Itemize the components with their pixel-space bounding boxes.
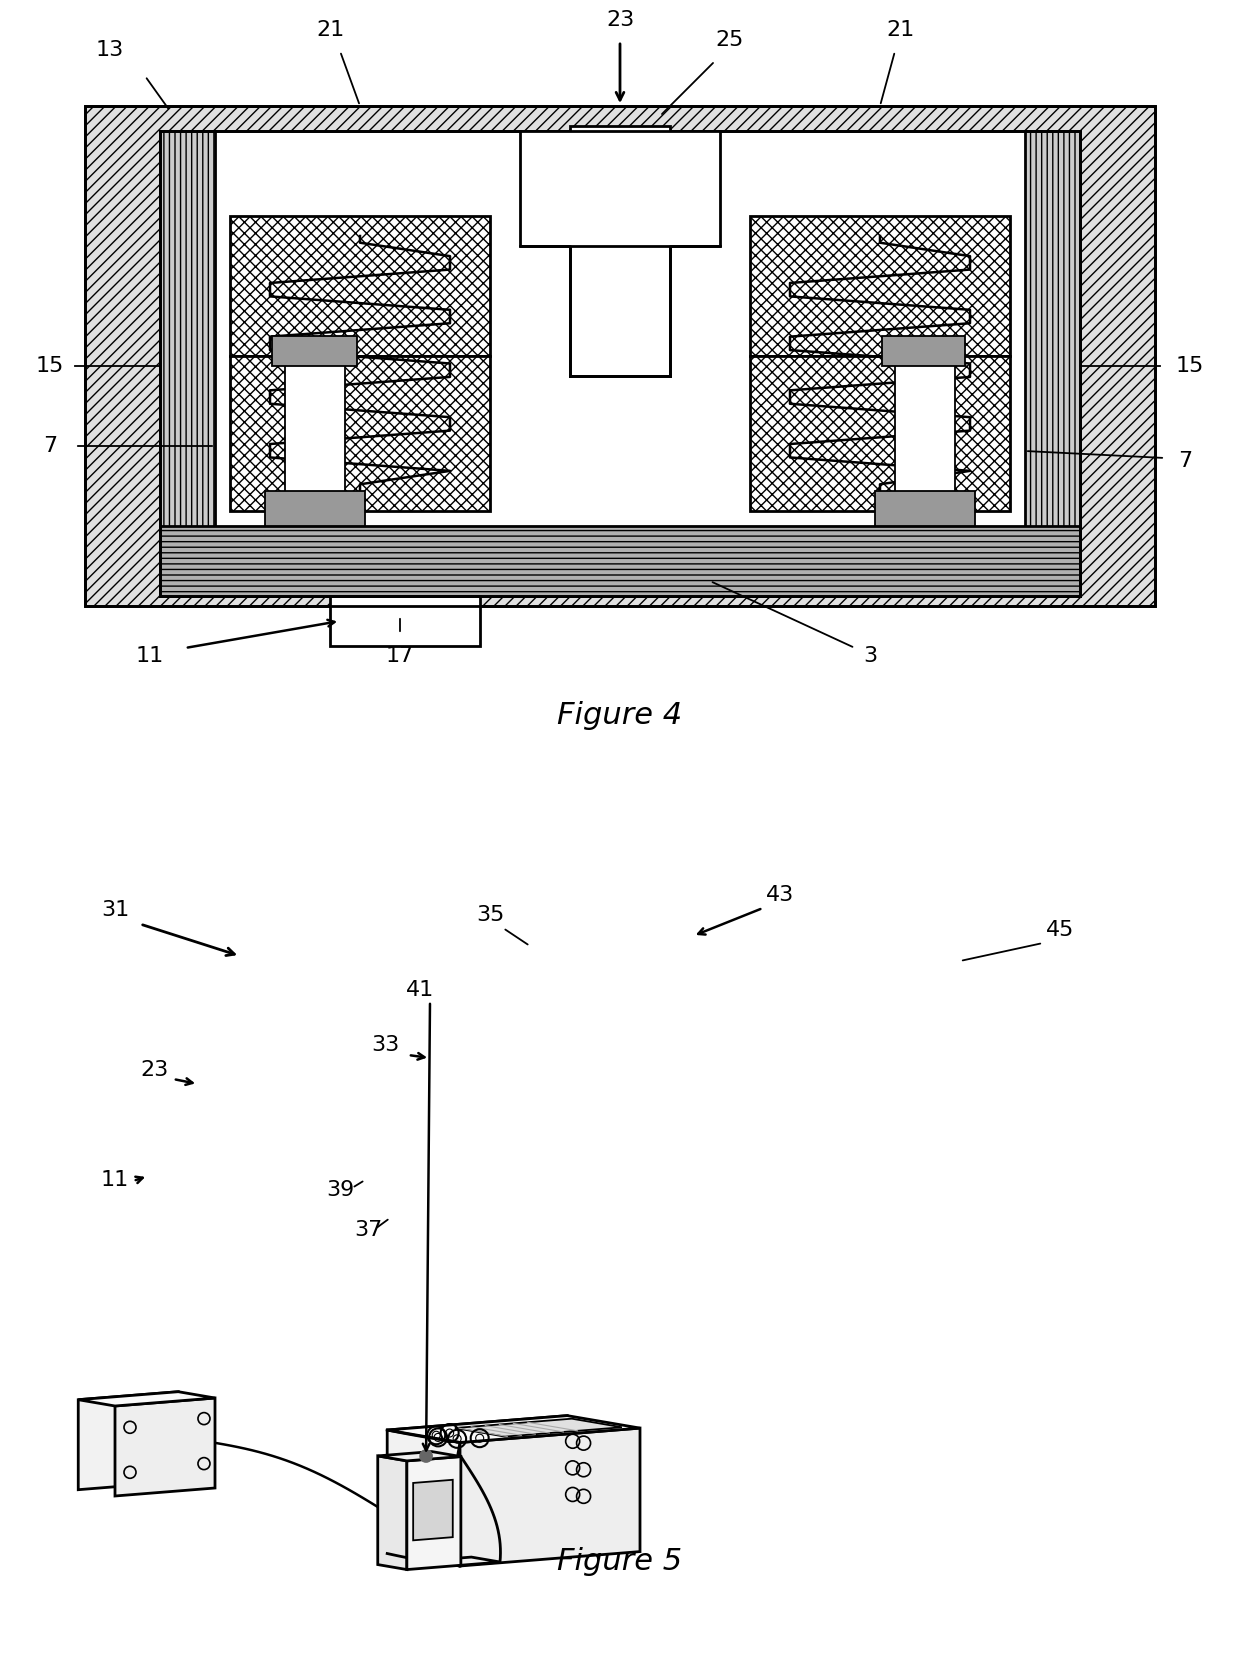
Text: 15: 15 (36, 355, 64, 375)
Polygon shape (378, 1451, 461, 1461)
Bar (750, 216, 1011, 355)
Text: 23: 23 (141, 1059, 169, 1079)
Bar (570, 126, 670, 375)
Text: 3: 3 (863, 645, 877, 665)
Bar (160, 131, 1080, 597)
Bar (1025, 131, 1080, 597)
Text: 21: 21 (885, 20, 914, 40)
Polygon shape (78, 1391, 179, 1490)
Bar (265, 491, 365, 526)
Text: Figure 5: Figure 5 (558, 1547, 682, 1575)
Text: 21: 21 (316, 20, 345, 40)
Circle shape (420, 1450, 432, 1461)
Text: 11: 11 (136, 645, 164, 665)
Bar (229, 355, 490, 511)
Polygon shape (115, 1398, 215, 1497)
Text: 41: 41 (405, 980, 434, 1001)
Polygon shape (432, 1557, 501, 1565)
Bar (160, 131, 215, 597)
Text: 23: 23 (606, 10, 634, 30)
Text: 7: 7 (43, 436, 57, 456)
Text: 13: 13 (95, 40, 124, 60)
Bar (160, 131, 1080, 597)
Bar (882, 335, 965, 365)
Text: 11: 11 (100, 1170, 129, 1190)
Bar (229, 216, 490, 355)
Bar (86, 106, 1154, 607)
Polygon shape (455, 1418, 622, 1436)
Text: 37: 37 (353, 1220, 382, 1240)
Bar (272, 335, 357, 365)
Text: 35: 35 (476, 905, 505, 925)
Bar (750, 355, 1011, 511)
Text: 31: 31 (100, 900, 129, 920)
Bar (330, 597, 480, 645)
Bar (160, 526, 1080, 597)
Text: 17: 17 (386, 645, 414, 665)
Polygon shape (460, 1428, 640, 1565)
Bar (895, 355, 955, 526)
Text: 7: 7 (1178, 451, 1192, 471)
Polygon shape (413, 1480, 453, 1540)
Polygon shape (407, 1456, 461, 1569)
Polygon shape (78, 1391, 215, 1406)
Bar (285, 355, 345, 526)
Text: 39: 39 (326, 1180, 355, 1200)
Polygon shape (387, 1416, 640, 1443)
Text: 33: 33 (371, 1036, 399, 1054)
Text: Figure 4: Figure 4 (558, 702, 682, 731)
Text: 45: 45 (1045, 920, 1074, 940)
Text: 43: 43 (766, 885, 794, 905)
Text: 15: 15 (1176, 355, 1204, 375)
Text: 25: 25 (715, 30, 744, 50)
Polygon shape (378, 1456, 407, 1569)
Polygon shape (387, 1416, 567, 1554)
Bar (520, 131, 720, 246)
Bar (86, 106, 1154, 607)
Bar (875, 491, 975, 526)
